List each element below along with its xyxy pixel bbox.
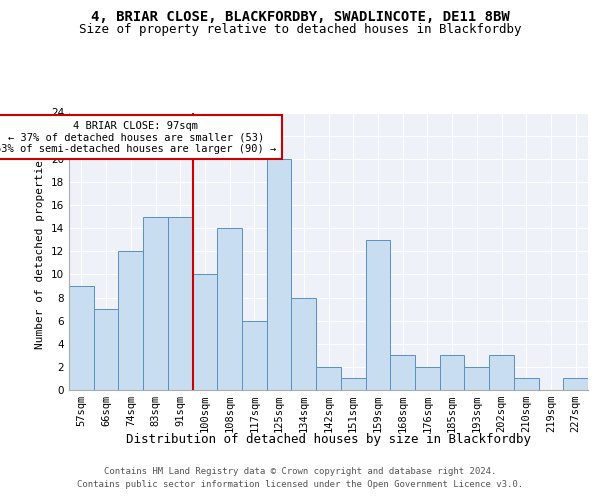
Bar xyxy=(217,228,242,390)
Bar xyxy=(94,309,118,390)
Bar xyxy=(563,378,588,390)
Bar xyxy=(168,216,193,390)
Bar xyxy=(489,356,514,390)
Text: Contains public sector information licensed under the Open Government Licence v3: Contains public sector information licen… xyxy=(77,480,523,489)
Bar xyxy=(143,216,168,390)
Bar xyxy=(341,378,365,390)
Text: Contains HM Land Registry data © Crown copyright and database right 2024.: Contains HM Land Registry data © Crown c… xyxy=(104,468,496,476)
Text: Distribution of detached houses by size in Blackfordby: Distribution of detached houses by size … xyxy=(127,432,532,446)
Bar xyxy=(415,367,440,390)
Bar xyxy=(365,240,390,390)
Text: Size of property relative to detached houses in Blackfordby: Size of property relative to detached ho… xyxy=(79,22,521,36)
Text: 4 BRIAR CLOSE: 97sqm
← 37% of detached houses are smaller (53)
63% of semi-detac: 4 BRIAR CLOSE: 97sqm ← 37% of detached h… xyxy=(0,120,277,154)
Bar xyxy=(464,367,489,390)
Bar xyxy=(69,286,94,390)
Bar xyxy=(390,356,415,390)
Bar xyxy=(440,356,464,390)
Bar xyxy=(316,367,341,390)
Bar xyxy=(267,159,292,390)
Text: 4, BRIAR CLOSE, BLACKFORDBY, SWADLINCOTE, DE11 8BW: 4, BRIAR CLOSE, BLACKFORDBY, SWADLINCOTE… xyxy=(91,10,509,24)
Bar xyxy=(118,251,143,390)
Bar xyxy=(242,320,267,390)
Bar xyxy=(193,274,217,390)
Bar xyxy=(292,298,316,390)
Y-axis label: Number of detached properties: Number of detached properties xyxy=(35,154,46,349)
Bar xyxy=(514,378,539,390)
